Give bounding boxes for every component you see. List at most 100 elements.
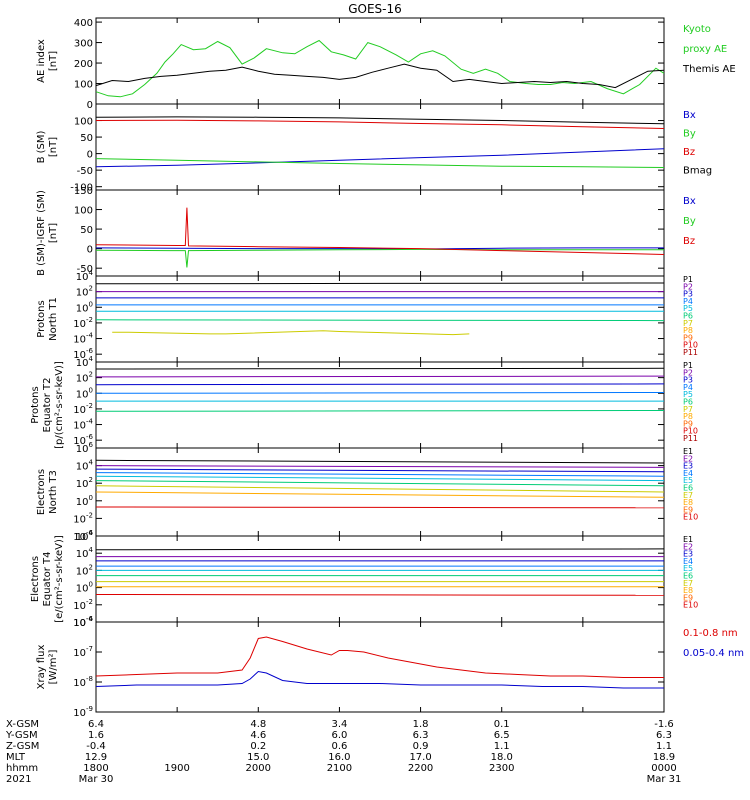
y-axis-label: Xray flux xyxy=(36,645,47,690)
legend-item: E7 xyxy=(683,579,693,588)
x-axis-value: 0.1 xyxy=(494,719,510,730)
y-tick-label: 10-2 xyxy=(73,598,93,612)
legend-item: E8 xyxy=(683,586,693,595)
y-tick-label: 100 xyxy=(74,80,93,91)
legend-item: 0.05-0.4 nm xyxy=(683,648,744,659)
legend-item: E9 xyxy=(683,505,693,514)
series-line xyxy=(95,465,665,468)
series-line xyxy=(95,248,664,268)
legend-item: Bz xyxy=(683,236,695,247)
legend-item: P3 xyxy=(683,376,693,385)
y-axis-label: B (SM)-IGRF (SM) xyxy=(36,190,47,276)
series-line xyxy=(95,459,665,464)
y-tick-label: 100 xyxy=(76,581,93,595)
y-tick-label: 0 xyxy=(87,100,93,111)
series-line xyxy=(95,116,665,125)
legend-item: E4 xyxy=(683,557,693,566)
legend-item: P4 xyxy=(683,297,693,306)
x-axis-row-label: hhmm xyxy=(6,763,38,774)
y-tick-label: 104 xyxy=(76,355,94,369)
y-tick-label: 104 xyxy=(76,546,94,560)
y-tick-label: 300 xyxy=(74,39,93,50)
legend-item: E7 xyxy=(683,491,693,500)
x-axis-value: 1900 xyxy=(164,763,189,774)
y-tick-label: -100 xyxy=(70,183,93,194)
legend-item: P5 xyxy=(683,304,693,313)
panel-frame xyxy=(95,189,665,277)
y-tick-label: 102 xyxy=(76,285,93,299)
y-axis-label: Protons xyxy=(36,300,47,337)
legend-item: 0.1-0.8 nm xyxy=(683,628,738,639)
legend-item: proxy AE xyxy=(683,44,727,55)
legend-item: E1 xyxy=(683,535,693,544)
y-tick-label: 10-4 xyxy=(73,529,93,543)
series-line xyxy=(112,330,470,336)
y-tick-label: 0 xyxy=(87,150,93,161)
series-line xyxy=(95,410,665,412)
panel-xray: 10-9 10-8 10-7 10-6 Xray flux [W/m²] 0.1-0.8 n… xyxy=(36,615,744,719)
legend-item: E6 xyxy=(683,572,693,581)
legend-item: P11 xyxy=(683,434,698,443)
series-line xyxy=(95,480,665,487)
y-tick-label: 10-6 xyxy=(73,433,93,447)
series-line xyxy=(95,594,665,596)
y-axis-label: [nT] xyxy=(48,137,59,157)
legend-item: P8 xyxy=(683,412,693,421)
panel-ae: 0 100 200 300 400 AE index [nT] Kyoto proxy AE Th… xyxy=(36,17,736,111)
y-axis-label: AE index xyxy=(36,39,47,83)
y-axis-label: North T3 xyxy=(48,470,59,514)
series-line xyxy=(95,119,665,129)
y-tick-label: 10-9 xyxy=(73,705,93,719)
legend-item: P8 xyxy=(683,326,693,335)
y-axis-label: Equator T4 xyxy=(42,552,53,607)
y-tick-label: 100 xyxy=(76,386,93,400)
x-axis-value: 1.1 xyxy=(494,741,510,752)
y-axis-label: North T1 xyxy=(48,297,59,341)
y-tick-label: 10-4 xyxy=(73,332,93,346)
x-axis-value: 6.4 xyxy=(88,719,104,730)
legend-item: E5 xyxy=(683,476,693,485)
x-axis-value: 2100 xyxy=(327,763,352,774)
y-tick-label: 10-2 xyxy=(73,316,93,330)
y-tick-label: 106 xyxy=(76,529,94,543)
legend-item: P10 xyxy=(683,427,698,436)
panel-frame xyxy=(95,361,665,449)
x-axis-value: 4.6 xyxy=(250,730,266,741)
x-axis-value: 1.8 xyxy=(413,719,429,730)
series-line xyxy=(95,383,665,386)
series-line xyxy=(95,367,665,370)
legend-item: P3 xyxy=(683,290,693,299)
y-tick-label: 102 xyxy=(76,371,93,385)
series-line xyxy=(95,319,665,322)
x-axis-value: -0.4 xyxy=(86,741,106,752)
series-line xyxy=(95,207,665,255)
legend-item: P7 xyxy=(683,319,693,328)
legend-item: E10 xyxy=(683,601,698,610)
y-tick-label: 106 xyxy=(76,441,94,455)
chart-title: GOES-16 xyxy=(348,2,402,16)
y-tick-label: 10-8 xyxy=(73,675,93,689)
y-axis-label: Electrons xyxy=(30,556,41,602)
series-line xyxy=(95,491,665,498)
legend-item: E3 xyxy=(683,462,693,471)
x-axis-value: Mar 30 xyxy=(79,774,114,785)
series-line xyxy=(95,548,665,551)
x-axis-value: 6.3 xyxy=(656,730,672,741)
y-tick-label: 10-4 xyxy=(73,615,93,629)
y-tick-label: -50 xyxy=(77,166,93,177)
y-tick-label: 50 xyxy=(80,225,93,236)
legend-item: E8 xyxy=(683,498,693,507)
y-tick-label: 50 xyxy=(80,133,93,144)
x-axis-row-label: MLT xyxy=(6,752,26,763)
y-tick-label: 104 xyxy=(76,269,94,283)
legend-item: E2 xyxy=(683,542,693,551)
legend-item: P2 xyxy=(683,282,693,291)
y-tick-label: 104 xyxy=(76,459,94,473)
x-axis-value: 2200 xyxy=(408,763,433,774)
y-tick-label: 100 xyxy=(76,300,93,314)
y-tick-label: 10-7 xyxy=(73,645,93,659)
x-axis-value: 17.0 xyxy=(409,752,431,763)
y-tick-label: 10-6 xyxy=(73,615,93,629)
